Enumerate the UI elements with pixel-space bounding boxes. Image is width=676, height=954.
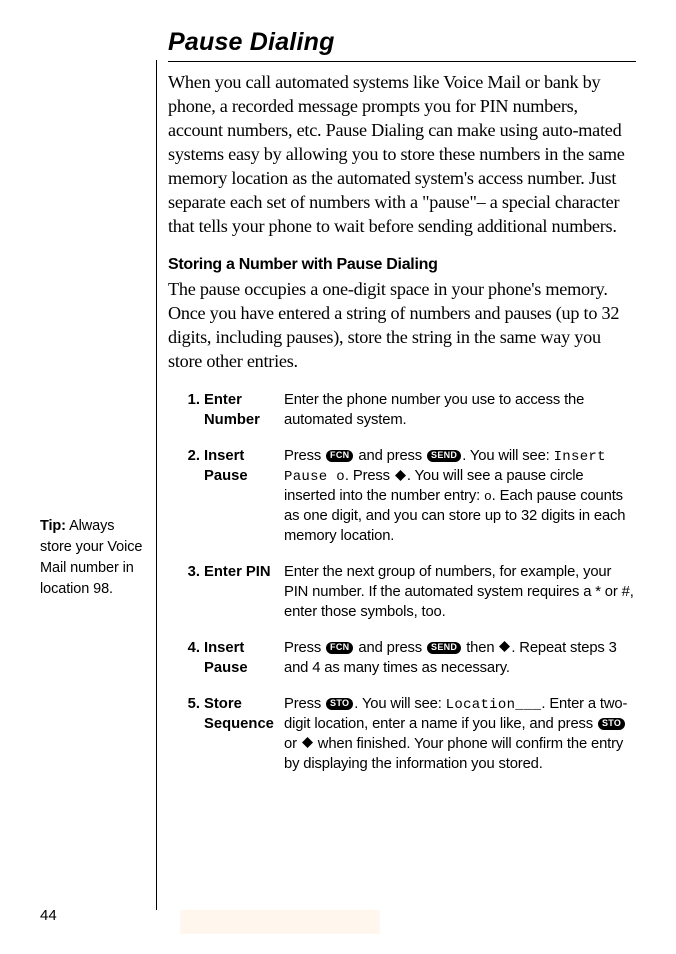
lcd-text: Location___ [446, 697, 542, 713]
intro-paragraph: When you call automated systems like Voi… [168, 70, 636, 238]
send-key-icon: SEND [427, 642, 461, 655]
step-row: 4. Insert Pause Press FCN and press SEND… [184, 639, 636, 679]
page-title: Pause Dialing [168, 28, 636, 62]
step-number: 1. [184, 391, 204, 431]
main-content: Pause Dialing When you call automated sy… [168, 28, 636, 791]
step-number: 4. [184, 639, 204, 679]
section-intro: The pause occupies a one-digit space in … [168, 277, 636, 373]
sto-key-icon: STO [326, 698, 353, 711]
step-description: Press FCN and press SEND then . Repeat s… [284, 639, 636, 679]
tip-label: Tip: [40, 518, 66, 534]
step-label: Enter Number [204, 391, 284, 431]
step-description: Enter the phone number you use to access… [284, 391, 636, 431]
step-number: 3. [184, 563, 204, 623]
page-number: 44 [40, 907, 57, 924]
nav-key-icon [395, 470, 406, 481]
fcn-key-icon: FCN [326, 642, 353, 655]
lcd-pause-symbol: o [484, 489, 492, 504]
fcn-key-icon: FCN [326, 450, 353, 463]
step-number: 2. [184, 447, 204, 547]
step-label: Insert Pause [204, 447, 284, 547]
tip-sidebar: Tip: Always store your Voice Mail number… [40, 516, 145, 600]
step-row: 1. Enter Number Enter the phone number y… [184, 391, 636, 431]
sto-key-icon: STO [598, 718, 625, 731]
step-label: Insert Pause [204, 639, 284, 679]
nav-key-icon [302, 737, 313, 748]
step-description: Press STO. You will see: Location___. En… [284, 695, 636, 775]
step-row: 5. Store Sequence Press STO. You will se… [184, 695, 636, 775]
nav-key-icon [499, 641, 510, 652]
footer-highlight [180, 910, 380, 934]
send-key-icon: SEND [427, 450, 461, 463]
manual-page: Tip: Always store your Voice Mail number… [0, 0, 676, 954]
step-label: Enter PIN [204, 563, 284, 623]
step-description: Enter the next group of numbers, for exa… [284, 563, 636, 623]
step-description: Press FCN and press SEND. You will see: … [284, 447, 636, 547]
step-row: 3. Enter PIN Enter the next group of num… [184, 563, 636, 623]
step-row: 2. Insert Pause Press FCN and press SEND… [184, 447, 636, 547]
steps-list: 1. Enter Number Enter the phone number y… [168, 391, 636, 775]
step-label: Store Sequence [204, 695, 284, 775]
step-number: 5. [184, 695, 204, 775]
vertical-divider [156, 60, 157, 910]
section-heading: Storing a Number with Pause Dialing [168, 256, 636, 274]
